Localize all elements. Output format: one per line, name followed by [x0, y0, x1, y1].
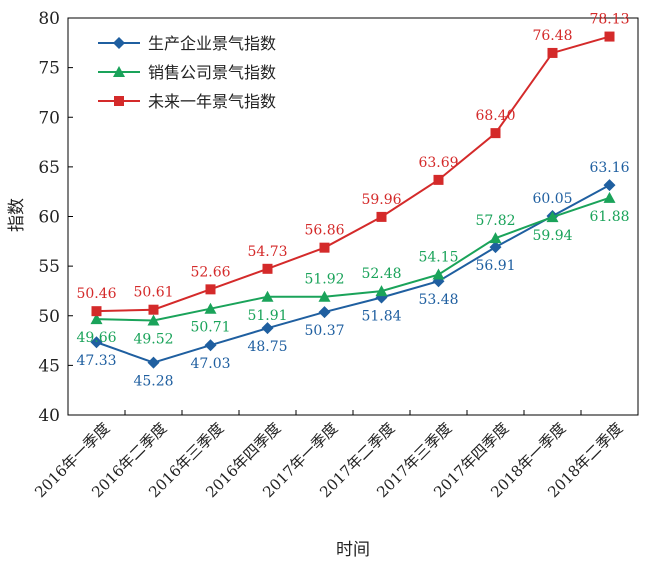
data-label: 49.66 — [76, 330, 116, 346]
data-point — [262, 263, 273, 274]
data-label: 45.28 — [133, 374, 173, 390]
y-axis-label: 指数 — [7, 198, 27, 232]
series-line — [96, 196, 610, 322]
y-tick-label: 40 — [38, 406, 60, 426]
data-point — [261, 290, 274, 302]
data-label: 59.94 — [532, 228, 572, 244]
data-label: 61.88 — [589, 209, 629, 225]
data-label: 78.13 — [589, 12, 629, 28]
data-label: 51.84 — [361, 308, 401, 324]
data-label: 54.73 — [247, 244, 287, 260]
data-labels: 47.33 45.28 47.03 48.75 50.37 51.84 53.48 56.91… — [76, 12, 629, 390]
legend-entry: 未来一年景气指数 — [148, 92, 276, 111]
data-point — [375, 285, 388, 297]
data-point — [204, 302, 217, 314]
y-tick-label: 70 — [38, 108, 60, 128]
data-label: 63.69 — [418, 155, 458, 171]
legend-entry: 生产企业景气指数 — [148, 34, 276, 53]
data-point — [489, 232, 502, 244]
data-label: 54.15 — [418, 250, 458, 266]
data-point — [376, 211, 387, 222]
data-point — [148, 304, 159, 315]
data-label: 76.48 — [532, 28, 572, 44]
legend-marker — [113, 37, 125, 49]
data-point — [147, 314, 160, 326]
data-point — [205, 284, 216, 295]
y-tick-label: 50 — [38, 307, 60, 327]
data-point — [432, 268, 445, 280]
y-tick-label: 55 — [38, 257, 60, 277]
data-point — [547, 47, 558, 58]
y-tick-label: 65 — [38, 158, 60, 178]
data-point — [318, 290, 331, 302]
y-tick-label: 45 — [38, 356, 60, 376]
axes: 4045505560657075802016年一季度2016年二季度2016年三… — [31, 9, 639, 501]
data-label: 59.96 — [361, 192, 401, 208]
data-label: 50.37 — [304, 323, 344, 339]
series-line — [96, 184, 610, 364]
legend-marker — [114, 96, 124, 106]
data-label: 47.33 — [76, 353, 116, 369]
data-point — [490, 128, 501, 139]
legend-marker — [113, 66, 125, 77]
data-label: 68.40 — [475, 108, 515, 124]
data-label: 48.75 — [247, 339, 287, 355]
y-tick-label: 80 — [38, 9, 60, 29]
data-label: 56.86 — [304, 223, 344, 239]
data-point — [261, 322, 274, 335]
data-label: 52.66 — [190, 264, 230, 280]
data-point — [604, 31, 615, 42]
data-label: 50.46 — [76, 286, 116, 302]
series-lines — [90, 31, 616, 369]
x-axis-label: 时间 — [336, 540, 370, 560]
y-tick-label: 75 — [38, 59, 60, 79]
data-label: 53.48 — [418, 292, 458, 308]
data-label: 47.03 — [190, 356, 230, 372]
data-point — [546, 211, 559, 223]
data-label: 57.82 — [475, 213, 515, 229]
data-label: 52.48 — [361, 266, 401, 282]
data-point — [204, 339, 217, 352]
legend-entry: 销售公司景气指数 — [148, 63, 276, 82]
data-label: 50.71 — [190, 320, 230, 336]
data-point — [319, 242, 330, 253]
data-label: 51.92 — [304, 272, 344, 288]
data-point — [603, 179, 616, 192]
data-label: 50.61 — [133, 285, 173, 301]
y-tick-label: 60 — [38, 208, 60, 228]
data-point — [91, 306, 102, 317]
data-label: 60.05 — [532, 191, 572, 207]
data-point — [147, 356, 160, 369]
data-point — [90, 313, 103, 325]
data-label: 49.52 — [133, 332, 173, 348]
data-point — [489, 241, 502, 254]
data-point — [318, 306, 331, 319]
series-line — [96, 35, 610, 313]
data-label: 63.16 — [589, 160, 629, 176]
data-point — [90, 336, 103, 349]
data-label: 51.91 — [247, 308, 287, 324]
data-point — [433, 174, 444, 185]
data-point — [603, 191, 616, 203]
data-label: 56.91 — [475, 258, 515, 274]
